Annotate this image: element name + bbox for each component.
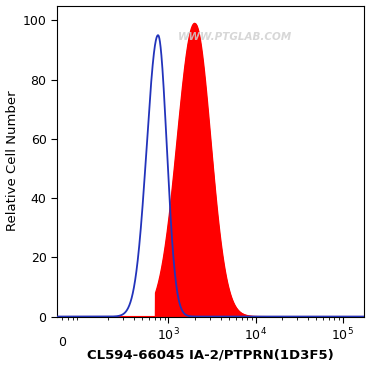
Text: WWW.PTGLAB.COM: WWW.PTGLAB.COM bbox=[178, 32, 292, 42]
Text: 0: 0 bbox=[58, 336, 66, 349]
Y-axis label: Relative Cell Number: Relative Cell Number bbox=[6, 91, 18, 231]
X-axis label: CL594-66045 IA-2/PTPRN(1D3F5): CL594-66045 IA-2/PTPRN(1D3F5) bbox=[87, 348, 334, 361]
